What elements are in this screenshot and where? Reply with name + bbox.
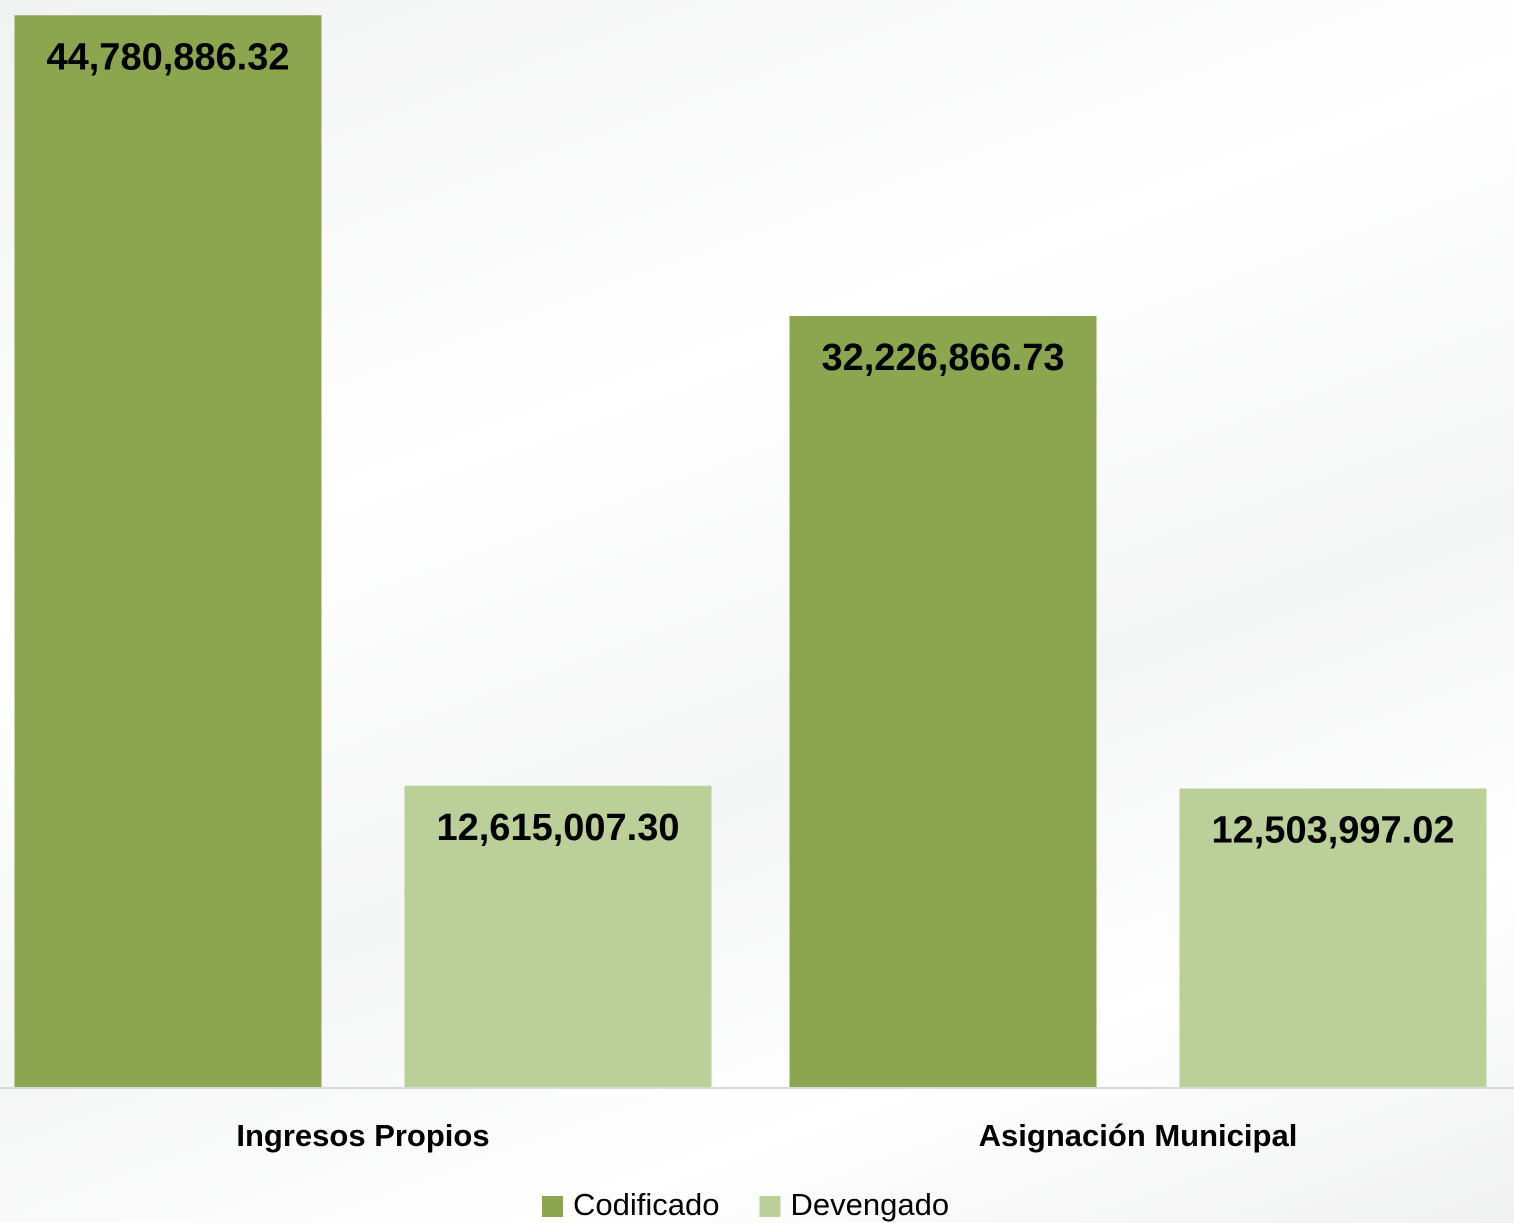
data-label: 32,226,866.73 <box>821 337 1064 379</box>
data-label: 12,615,007.30 <box>436 807 679 849</box>
legend-swatch <box>542 1196 563 1217</box>
data-label: 12,503,997.02 <box>1211 809 1454 851</box>
data-label: 44,780,886.32 <box>46 36 289 78</box>
bar <box>789 315 1097 1088</box>
x-tick-label: Asignación Municipal <box>979 1118 1298 1153</box>
bar <box>14 15 322 1088</box>
bar <box>404 785 712 1088</box>
legend-swatch <box>759 1196 781 1217</box>
bar <box>1179 788 1487 1088</box>
legend-label: Codificado <box>573 1187 719 1222</box>
legend-label: Devengado <box>790 1187 949 1222</box>
x-tick-label: Ingresos Propios <box>236 1118 489 1153</box>
